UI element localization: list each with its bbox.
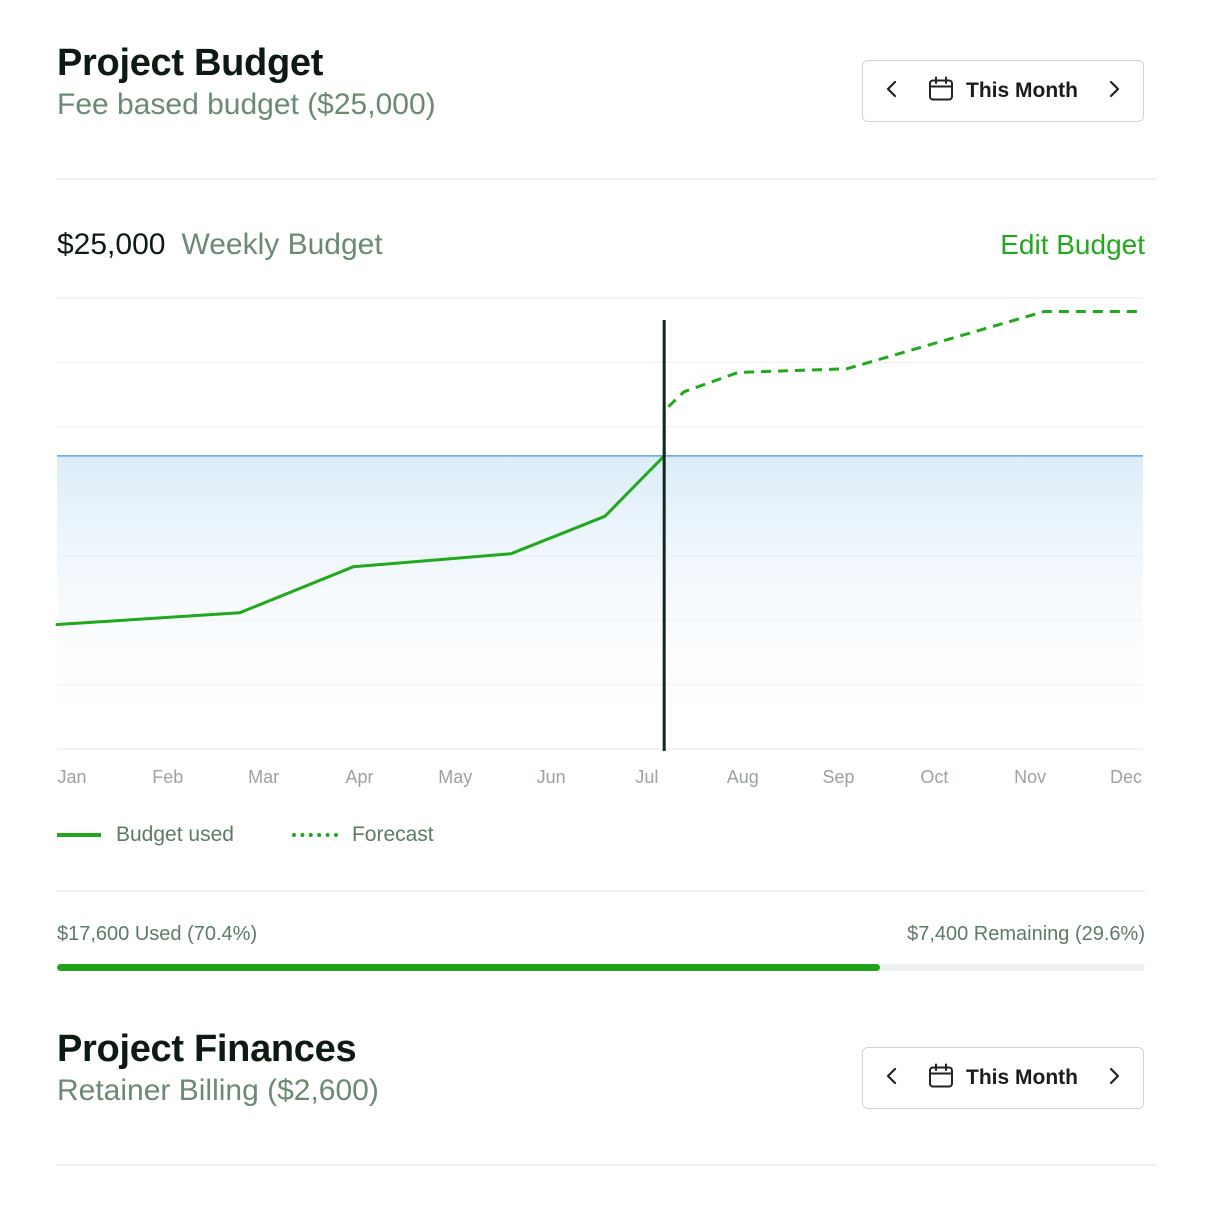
budget-chart [55, 297, 1143, 751]
legend-swatch-budget-used [57, 833, 101, 837]
legend-divider [57, 890, 1145, 892]
x-tick-label: Nov [1014, 767, 1047, 787]
chevron-left-icon [885, 1066, 899, 1091]
budget-remaining-label: $7,400 Remaining (29.6%) [907, 923, 1145, 945]
legend-label-forecast: Forecast [351, 823, 434, 846]
chevron-right-icon [1107, 79, 1121, 104]
budget-progress-bar [57, 964, 1145, 971]
calendar-icon [928, 76, 954, 107]
budget-summary: $25,000 Weekly Budget [57, 228, 383, 262]
x-tick-label: Feb [152, 767, 184, 787]
x-tick-label: Dec [1109, 767, 1142, 787]
chart-legend: Budget used Forecast [57, 823, 434, 847]
budget-area [57, 455, 1143, 749]
series-budget-used [55, 454, 666, 626]
finances-period-label: This Month [966, 1066, 1078, 1089]
budget-amount: $25,000 [57, 228, 166, 261]
finances-period-next-button[interactable] [1085, 1048, 1143, 1108]
finances-period-prev-button[interactable] [863, 1048, 921, 1108]
section-divider [57, 178, 1157, 180]
x-tick-label: Jul [635, 767, 659, 787]
finances-period-selector: This Month [862, 1047, 1144, 1109]
series-forecast [662, 310, 1143, 456]
legend-label-budget-used: Budget used [116, 823, 234, 846]
x-tick-label: Jun [536, 767, 566, 787]
x-tick-label: Jan [57, 767, 87, 787]
budget-period-label: This Month [966, 79, 1078, 102]
x-tick-label: Mar [248, 767, 280, 787]
budget-amount-label: Weekly Budget [181, 228, 383, 261]
budget-period-prev-button[interactable] [863, 61, 921, 121]
finances-period-picker[interactable]: This Month [921, 1063, 1085, 1094]
legend-swatch-forecast [291, 833, 338, 837]
x-tick-label: May [438, 767, 473, 787]
finances-subtitle: Retainer Billing ($2,600) [57, 1074, 379, 1107]
budget-used-label: $17,600 Used (70.4%) [57, 923, 258, 945]
edit-budget-link[interactable]: Edit Budget [1000, 229, 1145, 260]
chevron-left-icon [885, 79, 899, 104]
calendar-icon [928, 1063, 954, 1094]
budget-period-next-button[interactable] [1085, 61, 1143, 121]
chevron-right-icon [1107, 1066, 1121, 1091]
budget-progress-fill [57, 964, 880, 971]
budget-title: Project Budget [57, 42, 324, 84]
section-divider [57, 1164, 1157, 1166]
finances-title: Project Finances [57, 1028, 357, 1070]
budget-period-selector: This Month [862, 60, 1144, 122]
budget-subtitle: Fee based budget ($25,000) [57, 88, 436, 121]
x-tick-label: Sep [822, 767, 855, 787]
x-tick-label: Apr [345, 767, 374, 787]
x-tick-label: Oct [920, 767, 949, 787]
budget-period-picker[interactable]: This Month [921, 76, 1085, 107]
x-tick-label: Aug [726, 767, 759, 787]
